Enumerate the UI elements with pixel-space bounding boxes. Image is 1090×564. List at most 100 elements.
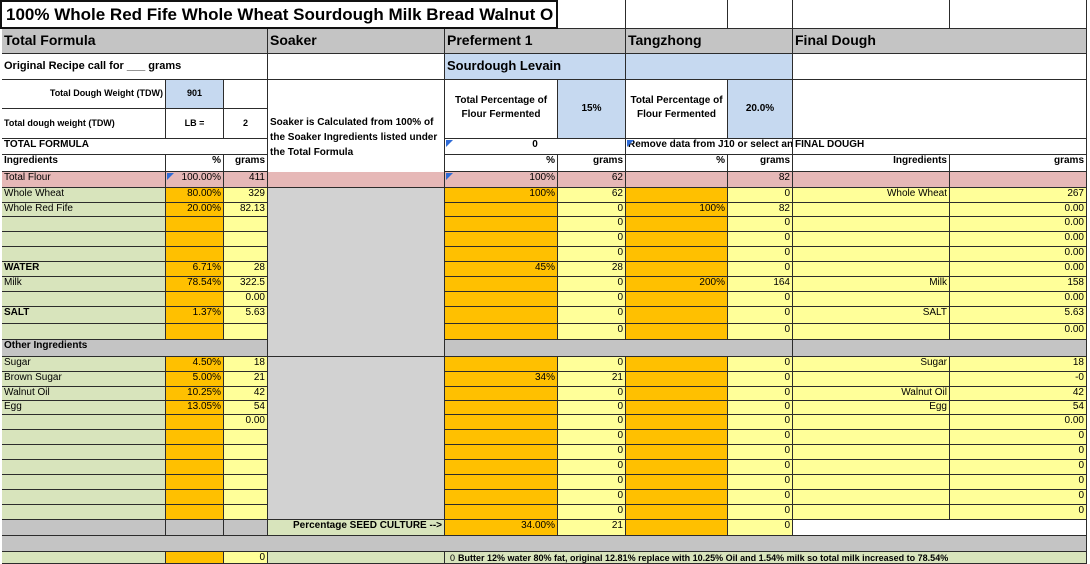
row-label[interactable]: Milk xyxy=(2,277,166,292)
row-pct[interactable]: 78.54% xyxy=(166,277,224,292)
tang-grams[interactable]: 0 xyxy=(728,232,793,247)
tang-pct[interactable] xyxy=(626,232,728,247)
fd-ingredient[interactable]: Milk xyxy=(793,277,950,292)
tang-grams[interactable]: 0 xyxy=(728,401,793,415)
row-grams[interactable] xyxy=(224,217,268,232)
tang-grams[interactable]: 0 xyxy=(728,217,793,232)
row-pct[interactable] xyxy=(166,232,224,247)
fd-col-grams[interactable]: grams xyxy=(950,155,1087,172)
fd-grams[interactable]: 0.00 xyxy=(950,262,1087,277)
pref-grams[interactable]: 0 xyxy=(558,203,626,217)
fd-grams[interactable]: 0.00 xyxy=(950,217,1087,232)
col-grams[interactable]: grams xyxy=(224,155,268,172)
header-tangzhong[interactable]: Tangzhong xyxy=(626,29,793,54)
pref-pct[interactable]: 100% xyxy=(445,188,558,203)
col-ingredients[interactable]: Ingredients xyxy=(2,155,166,172)
row-pct[interactable] xyxy=(166,430,224,445)
row-pct[interactable] xyxy=(166,247,224,262)
row-label[interactable]: Whole Red Fife xyxy=(2,203,166,217)
fd-ingredient[interactable] xyxy=(793,262,950,277)
row-label[interactable] xyxy=(2,217,166,232)
cell-empty[interactable] xyxy=(793,520,1087,536)
fd-grams[interactable] xyxy=(950,172,1087,188)
tang-grams[interactable]: 0 xyxy=(728,247,793,262)
lb-value[interactable]: 2 xyxy=(224,109,268,139)
tang-pct[interactable] xyxy=(626,172,728,188)
fd-grams[interactable]: 0 xyxy=(950,490,1087,505)
fd-grams[interactable]: 158 xyxy=(950,277,1087,292)
cell-empty[interactable] xyxy=(268,340,445,357)
pref-pct[interactable] xyxy=(445,217,558,232)
cell-empty[interactable] xyxy=(268,54,445,80)
tang-pct[interactable]: 200% xyxy=(626,277,728,292)
row-label[interactable]: SALT xyxy=(2,307,166,324)
fd-ingredient[interactable] xyxy=(793,292,950,307)
row-label[interactable]: Whole Wheat xyxy=(2,188,166,203)
pref-pct[interactable] xyxy=(445,490,558,505)
tdw-lb-label[interactable]: Total dough weight (TDW) xyxy=(2,109,166,139)
bottom-note-row[interactable]: 0 Butter 12% water 80% fat, original 12.8… xyxy=(445,552,1087,564)
pref-grams[interactable]: 0 xyxy=(558,415,626,430)
tang-col-pct[interactable]: % xyxy=(626,155,728,172)
fd-grams[interactable]: 0.00 xyxy=(950,203,1087,217)
pref-grams[interactable]: 0 xyxy=(558,490,626,505)
cell-empty[interactable] xyxy=(558,0,626,29)
tang-pct-label[interactable]: Total Percentage of Flour Fermented xyxy=(626,80,728,139)
seed-culture-label[interactable]: Percentage SEED CULTURE --> xyxy=(268,520,445,536)
tang-grams[interactable]: 0 xyxy=(728,445,793,460)
tang-pct[interactable]: 100% xyxy=(626,203,728,217)
fd-ingredient[interactable]: SALT xyxy=(793,307,950,324)
fd-ingredient[interactable] xyxy=(793,505,950,520)
cell-empty[interactable] xyxy=(728,0,793,29)
total-formula-caps[interactable]: TOTAL FORMULA xyxy=(2,139,268,155)
tang-grams[interactable]: 164 xyxy=(728,277,793,292)
tang-grams[interactable]: 0 xyxy=(728,490,793,505)
tang-grams[interactable]: 0 xyxy=(728,505,793,520)
cell-empty[interactable] xyxy=(224,520,268,536)
row-grams[interactable] xyxy=(224,430,268,445)
tang-pct[interactable] xyxy=(626,262,728,277)
cell-empty[interactable] xyxy=(268,552,445,564)
row-grams[interactable] xyxy=(224,232,268,247)
pref-grams[interactable]: 0 xyxy=(558,445,626,460)
fd-grams[interactable]: 0 xyxy=(950,475,1087,490)
tang-pct[interactable] xyxy=(626,401,728,415)
fd-ingredient[interactable] xyxy=(793,203,950,217)
row-grams[interactable] xyxy=(224,445,268,460)
tang-pct[interactable] xyxy=(626,292,728,307)
cell-empty[interactable] xyxy=(793,0,950,29)
soaker-note[interactable]: Soaker is Calculated from 100% of the So… xyxy=(268,80,445,173)
pref-pct-value[interactable]: 15% xyxy=(558,80,626,139)
fd-ingredient[interactable] xyxy=(793,172,950,188)
row-grams[interactable]: 18 xyxy=(224,357,268,372)
row-pct[interactable]: 4.50% xyxy=(166,357,224,372)
row-grams[interactable]: 322.5 xyxy=(224,277,268,292)
fd-grams[interactable]: 0.00 xyxy=(950,324,1087,340)
pref-grams[interactable]: 0 xyxy=(558,232,626,247)
pref-grams[interactable]: 28 xyxy=(558,262,626,277)
row-grams[interactable]: 82.13 xyxy=(224,203,268,217)
fd-grams[interactable]: 54 xyxy=(950,401,1087,415)
row-label[interactable]: WATER xyxy=(2,262,166,277)
seed-pct[interactable]: 34.00% xyxy=(445,520,558,536)
row-pct[interactable] xyxy=(166,445,224,460)
tang-grams[interactable]: 0 xyxy=(728,475,793,490)
pref-pct[interactable] xyxy=(445,232,558,247)
pref-pct[interactable] xyxy=(445,415,558,430)
tang-grams[interactable]: 0 xyxy=(728,372,793,387)
pref-grams[interactable]: 0 xyxy=(558,505,626,520)
row-label[interactable] xyxy=(2,505,166,520)
pref-grams[interactable]: 0 xyxy=(558,247,626,262)
cell-empty[interactable] xyxy=(793,54,1087,80)
fd-grams[interactable]: 0 xyxy=(950,445,1087,460)
tang-pct[interactable] xyxy=(626,490,728,505)
tang-pct[interactable] xyxy=(626,217,728,232)
pref-pct[interactable]: 34% xyxy=(445,372,558,387)
fd-grams[interactable]: 0 xyxy=(950,505,1087,520)
row-label[interactable]: Walnut Oil xyxy=(2,387,166,401)
tang-pct[interactable] xyxy=(626,357,728,372)
tang-remove-note[interactable]: Remove data from J10 or select an xyxy=(626,139,793,155)
fd-grams[interactable]: 267 xyxy=(950,188,1087,203)
row-label[interactable]: Total Flour xyxy=(2,172,166,188)
row-label[interactable] xyxy=(2,475,166,490)
